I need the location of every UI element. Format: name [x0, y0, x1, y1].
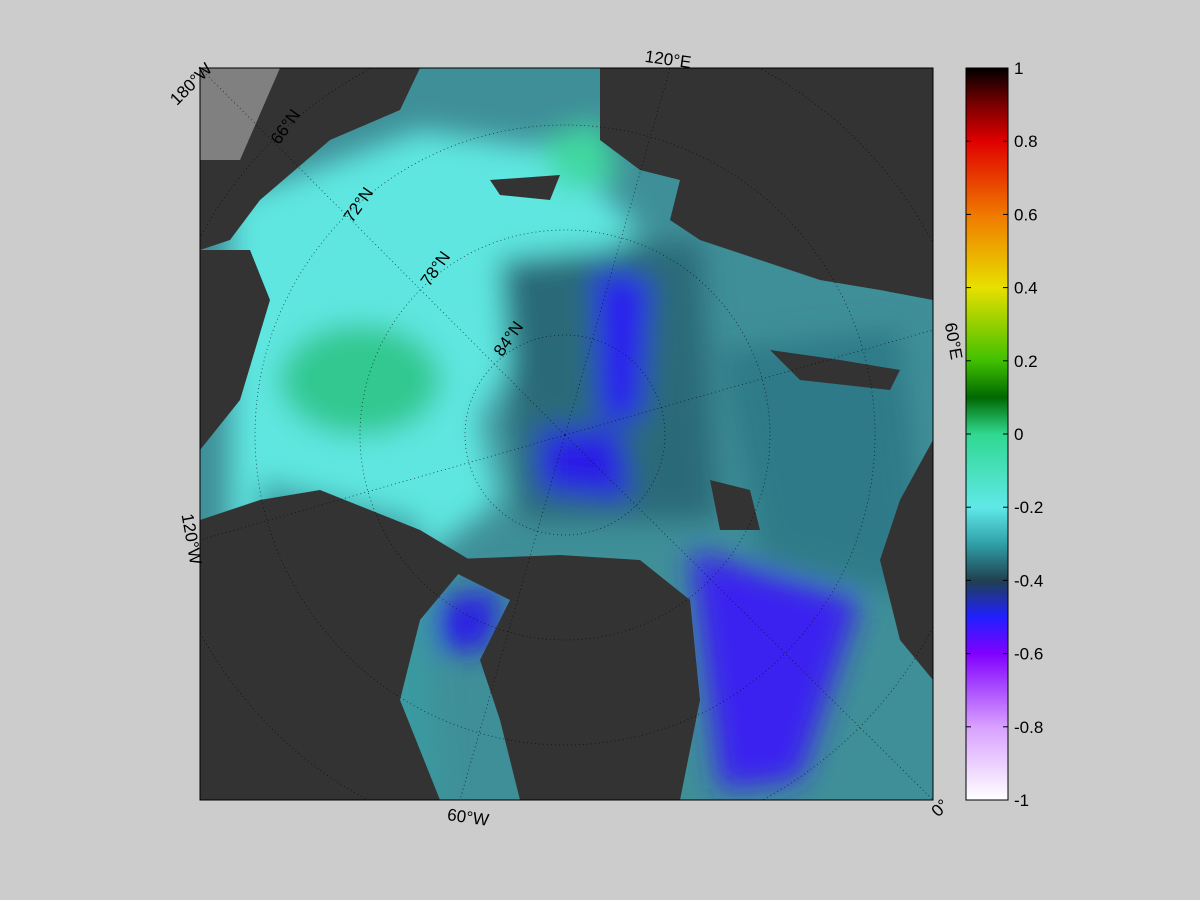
longitude-label: 60°W — [446, 805, 490, 830]
colorbar-tick-label: -0.8 — [1014, 718, 1043, 737]
longitude-label: 60°E — [941, 321, 966, 361]
colorbar-tick-label: 0.2 — [1014, 352, 1038, 371]
colorbar-tick-label: -0.4 — [1014, 571, 1043, 590]
map-frame — [199, 67, 934, 801]
alaska — [200, 68, 280, 160]
colorbar-tick-label: 0.8 — [1014, 132, 1038, 151]
colorbar — [965, 67, 1009, 801]
colorbar-tick-label: 0.4 — [1014, 279, 1038, 298]
graticule — [200, 68, 933, 800]
colorbar-tick-label: 1 — [1014, 59, 1023, 78]
colorbar-tick-label: 0 — [1014, 425, 1023, 444]
colorbar-tick-label: -0.2 — [1014, 498, 1043, 517]
map — [200, 68, 933, 800]
colorbar-tick-label: -0.6 — [1014, 645, 1043, 664]
colorbar-ticks: 1 0.8 0.6 0.4 0.2 0 -0.2 -0.4 -0.6 -0.8 -1 — [966, 59, 1043, 810]
colorbar-tick-label: -1 — [1014, 791, 1029, 810]
colorbar-tick-label: 0.6 — [1014, 205, 1038, 224]
